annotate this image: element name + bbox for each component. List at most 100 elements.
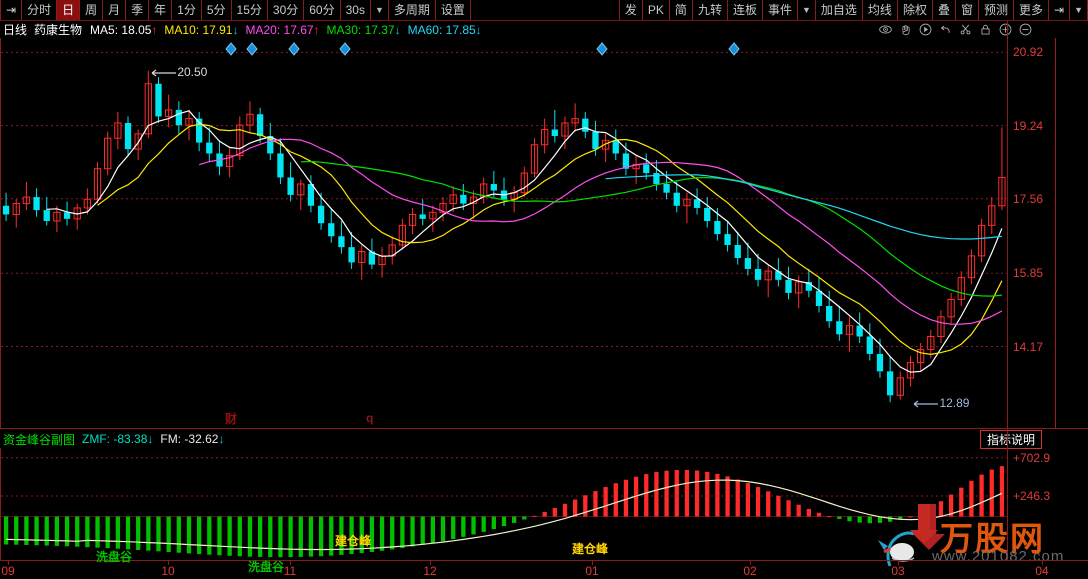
trading-chart-app: ⇥分时日周月季年1分5分15分30分60分30s▼多周期设置 发PK简九转连板事… bbox=[0, 0, 1088, 579]
event-dropdown-icon[interactable]: ▼ bbox=[798, 0, 816, 20]
button-jiuzhuan[interactable]: 九转 bbox=[693, 0, 728, 20]
sub-chart-info-line: 资金峰谷副图 ZMF: -83.38↓ FM: -32.62↓ bbox=[3, 431, 224, 447]
tab-multi-period[interactable]: 多周期 bbox=[389, 0, 436, 20]
chart-tool-icons bbox=[879, 21, 1032, 38]
right-dropdown-icon[interactable]: ▼ bbox=[1070, 0, 1088, 20]
date-tick-04: 04 bbox=[1035, 564, 1048, 578]
sub-zmf-value: -83.38 bbox=[113, 432, 147, 446]
marker-cai[interactable]: 财 bbox=[225, 410, 237, 427]
high-arrow-icon bbox=[151, 68, 177, 78]
top-toolbar: ⇥分时日周月季年1分5分15分30分60分30s▼多周期设置 发PK简九转连板事… bbox=[0, 0, 1088, 21]
sub-tick-1: +702.9 bbox=[1013, 451, 1050, 465]
button-jian[interactable]: 简 bbox=[670, 0, 693, 20]
date-tick-mark bbox=[168, 561, 169, 565]
date-tick-10: 10 bbox=[161, 564, 174, 578]
sub-annotation-1: 洗盘谷 bbox=[248, 558, 284, 575]
date-tick-02: 02 bbox=[743, 564, 756, 578]
zoom-out-icon[interactable] bbox=[1019, 23, 1032, 36]
main-candlestick-chart[interactable] bbox=[0, 38, 1007, 428]
ma-ma60: MA60: 17.85↓ bbox=[408, 23, 482, 37]
button-fa[interactable]: 发 bbox=[619, 0, 643, 20]
period-toolbar-group: ⇥分时日周月季年1分5分15分30分60分30s▼多周期设置 bbox=[0, 0, 471, 20]
collapse-right-icon[interactable]: ⇥ bbox=[1049, 0, 1070, 20]
ma-ma10: MA10: 17.91↓ bbox=[164, 23, 238, 37]
hand-icon[interactable] bbox=[899, 23, 912, 36]
tab-day[interactable]: 日 bbox=[57, 0, 80, 20]
zoom-in-icon[interactable] bbox=[999, 23, 1012, 36]
ma-values-group: MA5: 18.05↑ MA10: 17.91↓ MA20: 17.67↑ MA30:… bbox=[90, 23, 489, 37]
tab-30min[interactable]: 30分 bbox=[268, 0, 304, 20]
date-tick-mark bbox=[430, 561, 431, 565]
ma-ma20: MA20: 17.67↑ bbox=[245, 23, 319, 37]
period-low-value: 12.89 bbox=[939, 396, 969, 410]
ma-direction-icon: ↓ bbox=[232, 23, 238, 37]
tab-settings[interactable]: 设置 bbox=[436, 0, 471, 20]
ma-ma5: MA5: 18.05↑ bbox=[90, 23, 157, 37]
date-tick-11: 11 bbox=[284, 564, 296, 578]
price-tick-19-24: 19.24 bbox=[1013, 119, 1043, 133]
low-arrow-icon bbox=[913, 399, 939, 409]
date-tick-mark bbox=[592, 561, 593, 565]
tab-fenshi[interactable]: 分时 bbox=[22, 0, 57, 20]
ma-label: MA30: bbox=[327, 23, 362, 37]
button-add-watchlist[interactable]: 加自选 bbox=[816, 0, 863, 20]
date-axis: 0910111201020304 bbox=[0, 560, 1088, 579]
undo-icon[interactable] bbox=[939, 23, 952, 36]
button-shijian[interactable]: 事件 bbox=[763, 0, 798, 20]
scissors-icon[interactable] bbox=[959, 23, 972, 36]
ma-value: 18.05 bbox=[121, 23, 151, 37]
right-pane-separator bbox=[1007, 21, 1008, 560]
lock-icon[interactable] bbox=[979, 23, 992, 36]
ma-direction-icon: ↓ bbox=[395, 23, 401, 37]
capital-peak-valley-chart[interactable] bbox=[0, 448, 1007, 560]
button-yuce[interactable]: 预测 bbox=[979, 0, 1014, 20]
button-lianban[interactable]: 连板 bbox=[728, 0, 763, 20]
date-tick-mark bbox=[1042, 561, 1043, 565]
tab-60min[interactable]: 60分 bbox=[304, 0, 340, 20]
tab-week[interactable]: 周 bbox=[80, 0, 103, 20]
sub-fm: FM: -32.62↓ bbox=[160, 432, 224, 446]
date-tick-mark bbox=[898, 561, 899, 565]
button-more[interactable]: 更多 bbox=[1014, 0, 1049, 20]
sub-fm-dir: ↓ bbox=[218, 432, 224, 446]
ma-value: 17.91 bbox=[202, 23, 232, 37]
date-tick-09: 09 bbox=[1, 564, 14, 578]
button-ma[interactable]: 均线 bbox=[863, 0, 898, 20]
period-high-label: 20.50 bbox=[151, 65, 207, 79]
date-tick-12: 12 bbox=[423, 564, 436, 578]
ma-ma30: MA30: 17.37↓ bbox=[327, 23, 401, 37]
marker-q[interactable]: q bbox=[366, 411, 373, 425]
ma-direction-icon: ↓ bbox=[476, 23, 482, 37]
period-high-value: 20.50 bbox=[177, 65, 207, 79]
period-dropdown-icon[interactable]: ▼ bbox=[371, 0, 389, 20]
price-tick-14-17: 14.17 bbox=[1013, 340, 1043, 354]
button-chuang[interactable]: 窗 bbox=[956, 0, 979, 20]
button-chuquan[interactable]: 除权 bbox=[898, 0, 933, 20]
price-tick-17-56: 17.56 bbox=[1013, 192, 1043, 206]
tab-30s[interactable]: 30s bbox=[341, 0, 371, 20]
tab-quarter[interactable]: 季 bbox=[126, 0, 149, 20]
sub-annotation-3: 建仓峰 bbox=[572, 540, 608, 557]
ma-label: MA60: bbox=[408, 23, 443, 37]
button-die[interactable]: 叠 bbox=[933, 0, 956, 20]
tab-15min[interactable]: 15分 bbox=[232, 0, 268, 20]
tab-5min[interactable]: 5分 bbox=[202, 0, 232, 20]
eye-icon[interactable] bbox=[879, 23, 892, 36]
tab-year[interactable]: 年 bbox=[149, 0, 172, 20]
date-tick-mark bbox=[750, 561, 751, 565]
button-pk[interactable]: PK bbox=[643, 0, 670, 20]
price-axis-separator bbox=[1055, 38, 1056, 428]
ma-value: 17.37 bbox=[365, 23, 395, 37]
ma-value: 17.67 bbox=[284, 23, 314, 37]
sub-annotation-0: 洗盘谷 bbox=[96, 548, 132, 565]
play-icon[interactable] bbox=[919, 23, 932, 36]
price-tick-20-92: 20.92 bbox=[1013, 45, 1043, 59]
price-axis: 20.9219.2417.5615.8514.17 bbox=[1007, 38, 1088, 428]
tab-1min[interactable]: 1分 bbox=[172, 0, 202, 20]
ma-label: MA20: bbox=[245, 23, 280, 37]
collapse-left-icon[interactable]: ⇥ bbox=[0, 0, 22, 20]
sub-zmf-dir: ↓ bbox=[147, 432, 153, 446]
toolbar-spacer bbox=[471, 0, 619, 20]
tab-month[interactable]: 月 bbox=[103, 0, 126, 20]
indicator-description-button[interactable]: 指标说明 bbox=[980, 430, 1042, 449]
